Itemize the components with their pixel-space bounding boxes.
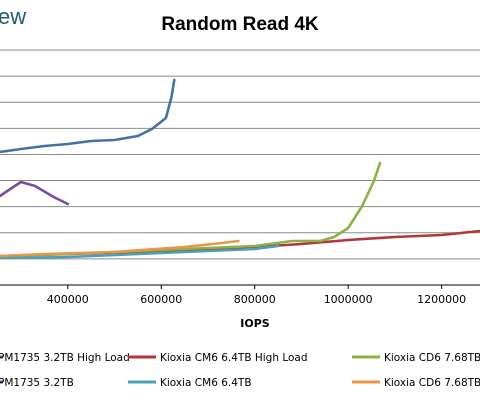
legend: PM1735 3.2TB High Load Kioxia CM6 6.4TB H… xyxy=(0,352,480,389)
series-line xyxy=(0,180,70,206)
series-line xyxy=(0,239,240,258)
series-line xyxy=(0,78,176,154)
legend-label: Kioxia CD6 7.68TB xyxy=(384,352,480,364)
legend-label: Kioxia CD6 7.68TB xyxy=(384,377,480,389)
series-line xyxy=(0,244,280,260)
x-tick-label: 600000 xyxy=(140,293,182,306)
x-tick-label: 1000000 xyxy=(324,293,373,306)
x-axis-label: IOPS xyxy=(240,317,270,330)
chart-title: Random Read 4K xyxy=(161,14,319,35)
legend-label: Kioxia CM6 6.4TB xyxy=(160,377,252,389)
legend-label: PM1735 3.2TB xyxy=(0,377,74,389)
x-ticks: 400000 600000 800000 1000000 1200000 xyxy=(47,285,466,306)
series-lines xyxy=(0,78,480,260)
x-tick-label: 400000 xyxy=(47,293,89,306)
legend-label: Kioxia CM6 6.4TB High Load xyxy=(160,352,308,364)
gridlines xyxy=(0,49,480,260)
x-tick-label: 1200000 xyxy=(417,293,466,306)
x-tick-label: 800000 xyxy=(234,293,276,306)
legend-label: PM1735 3.2TB High Load xyxy=(0,352,130,364)
logo-text: ew xyxy=(0,4,27,29)
